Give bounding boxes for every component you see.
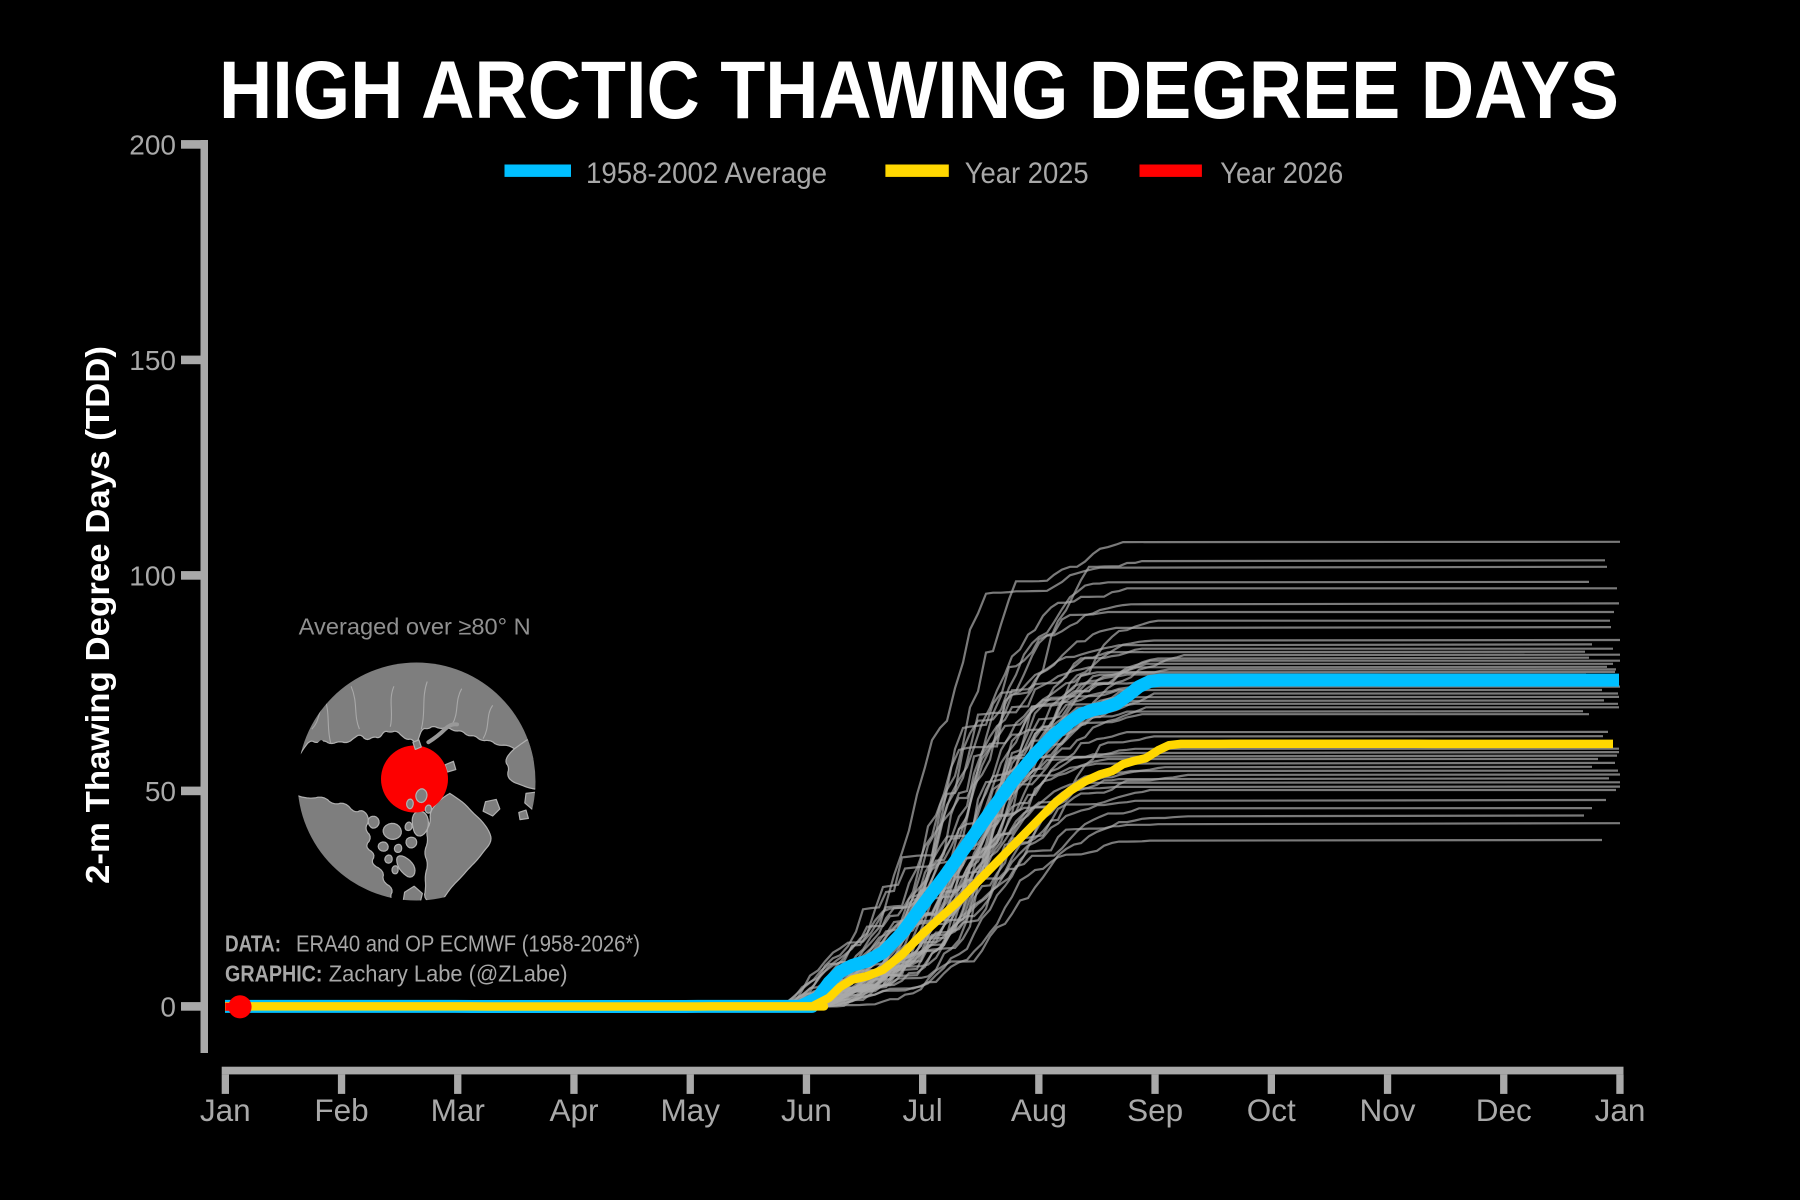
svg-text:Feb: Feb [314, 1092, 368, 1128]
svg-text:Jun: Jun [781, 1092, 832, 1128]
svg-text:HIGH ARCTIC THAWING DEGREE DAY: HIGH ARCTIC THAWING DEGREE DAYS [219, 45, 1619, 136]
svg-text:Jan: Jan [1595, 1092, 1646, 1128]
svg-text:Year 2026: Year 2026 [1220, 157, 1343, 190]
svg-text:Jul: Jul [902, 1092, 942, 1128]
svg-text:Zachary Labe (@ZLabe): Zachary Labe (@ZLabe) [329, 960, 568, 986]
svg-text:100: 100 [129, 561, 176, 592]
svg-text:1958-2002 Average: 1958-2002 Average [586, 157, 827, 190]
svg-text:50: 50 [145, 776, 176, 807]
svg-text:200: 200 [129, 130, 176, 161]
svg-text:Oct: Oct [1247, 1092, 1296, 1128]
svg-text:Apr: Apr [549, 1092, 598, 1128]
svg-text:Averaged over ≥80° N: Averaged over ≥80° N [299, 614, 531, 640]
svg-text:Dec: Dec [1476, 1092, 1532, 1128]
svg-text:Jan: Jan [200, 1092, 251, 1128]
svg-text:Nov: Nov [1359, 1092, 1415, 1128]
svg-text:DATA:: DATA: [225, 930, 281, 956]
svg-text:Aug: Aug [1011, 1092, 1067, 1128]
svg-text:Mar: Mar [431, 1092, 485, 1128]
svg-text:0: 0 [160, 992, 176, 1023]
svg-text:GRAPHIC:: GRAPHIC: [225, 960, 323, 986]
svg-text:150: 150 [129, 345, 176, 376]
svg-text:Year 2025: Year 2025 [965, 157, 1089, 190]
svg-text:Sep: Sep [1127, 1092, 1183, 1128]
svg-text:2-m Thawing Degree Days (TDD): 2-m Thawing Degree Days (TDD) [79, 346, 116, 884]
svg-text:May: May [660, 1092, 720, 1128]
svg-text:ERA40 and OP ECMWF (1958-2026*: ERA40 and OP ECMWF (1958-2026*) [296, 930, 640, 956]
